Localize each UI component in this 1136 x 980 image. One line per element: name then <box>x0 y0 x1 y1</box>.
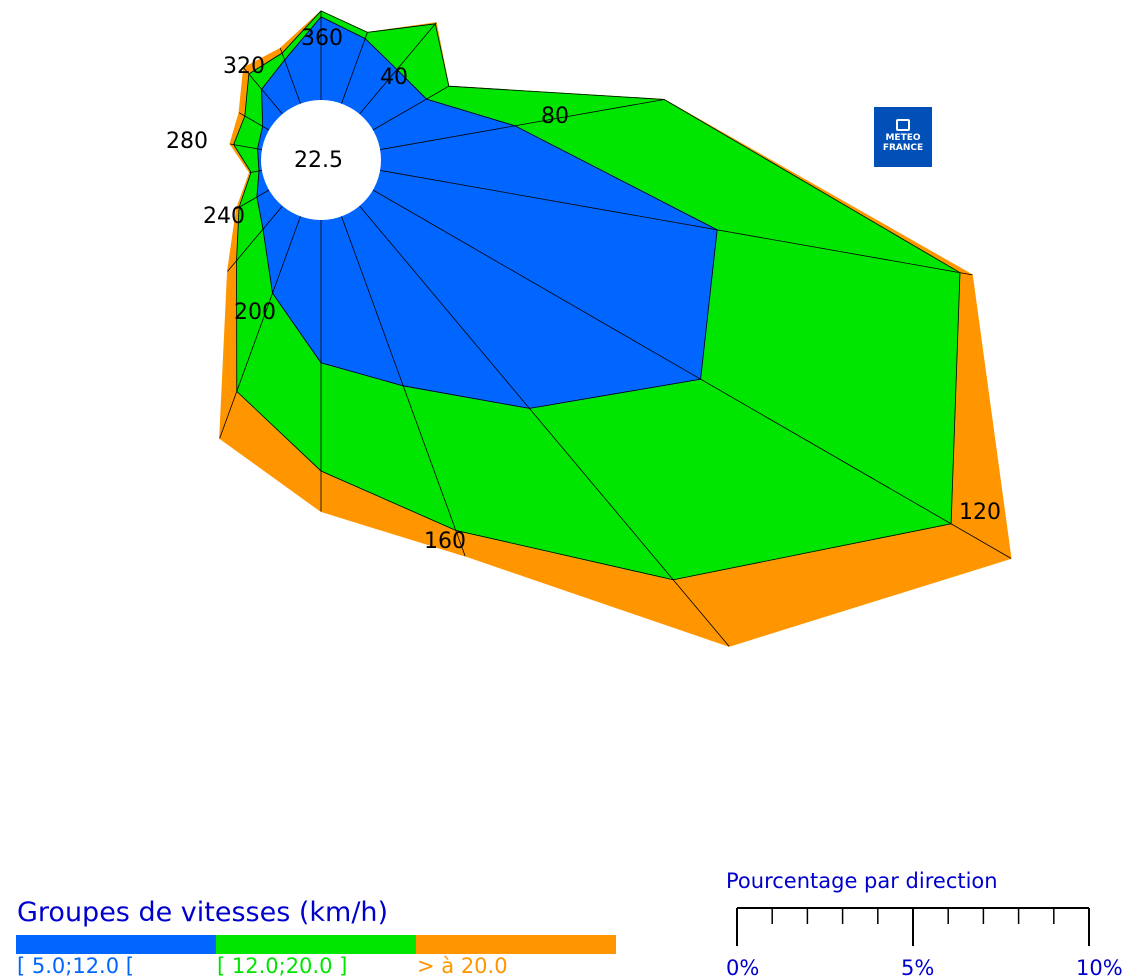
rose-spoke-300 <box>238 112 270 131</box>
direction-label-120: 120 <box>959 500 1001 525</box>
legend-label-low: [ 5.0;12.0 [ <box>17 954 134 978</box>
direction-label-240: 240 <box>203 204 245 229</box>
scale-label-5: 5% <box>901 956 935 980</box>
direction-label-320: 320 <box>223 54 265 79</box>
scale-title: Pourcentage par direction <box>726 869 998 893</box>
rose-spoke-140 <box>359 205 730 647</box>
logo-line-1: METEO <box>885 133 921 143</box>
wind-rose-chart <box>219 10 1012 647</box>
legend-label-mid: [ 12.0;20.0 ] <box>217 954 348 978</box>
logo-line-2: FRANCE <box>882 143 924 153</box>
rose-spoke-260 <box>249 170 262 173</box>
rose-spoke-60 <box>372 85 450 131</box>
rose-spoke-200 <box>219 216 301 439</box>
rose-spoke-280 <box>229 143 262 150</box>
legend-swatch-mid <box>216 935 416 954</box>
direction-label-40: 40 <box>380 65 408 90</box>
direction-label-200: 200 <box>234 300 276 325</box>
meteo-france-logo: METEO FRANCE <box>874 107 932 167</box>
legend-swatch-high <box>416 935 616 954</box>
direction-label-80: 80 <box>541 104 569 129</box>
rose-spoke-100 <box>380 170 973 276</box>
rose-spoke-340 <box>279 48 301 104</box>
rose-spoke-80 <box>380 99 665 150</box>
legend-label-high: > à 20.0 <box>417 954 508 978</box>
meteo-france-emblem-icon <box>896 119 910 131</box>
rose-spoke-40 <box>359 22 437 115</box>
direction-label-280: 280 <box>166 129 208 154</box>
rose-spoke-240 <box>236 189 270 210</box>
calm-percentage: 22.5 <box>294 148 343 173</box>
direction-label-360: 360 <box>301 26 343 51</box>
scale-label-10: 10% <box>1076 956 1123 980</box>
rose-spoke-20 <box>341 32 368 104</box>
percentage-scale-bar <box>736 907 1090 946</box>
scale-label-0: 0% <box>726 956 760 980</box>
legend-title: Groupes de vitesses (km/h) <box>17 897 389 928</box>
rose-spoke-120 <box>372 189 1012 559</box>
rose-spoke-160 <box>341 216 466 557</box>
calm-circle <box>261 100 381 220</box>
direction-label-160: 160 <box>424 529 466 554</box>
rose-spoke-220 <box>227 205 283 272</box>
rose-spoke-320 <box>243 67 283 115</box>
legend-swatch-low <box>16 935 216 954</box>
